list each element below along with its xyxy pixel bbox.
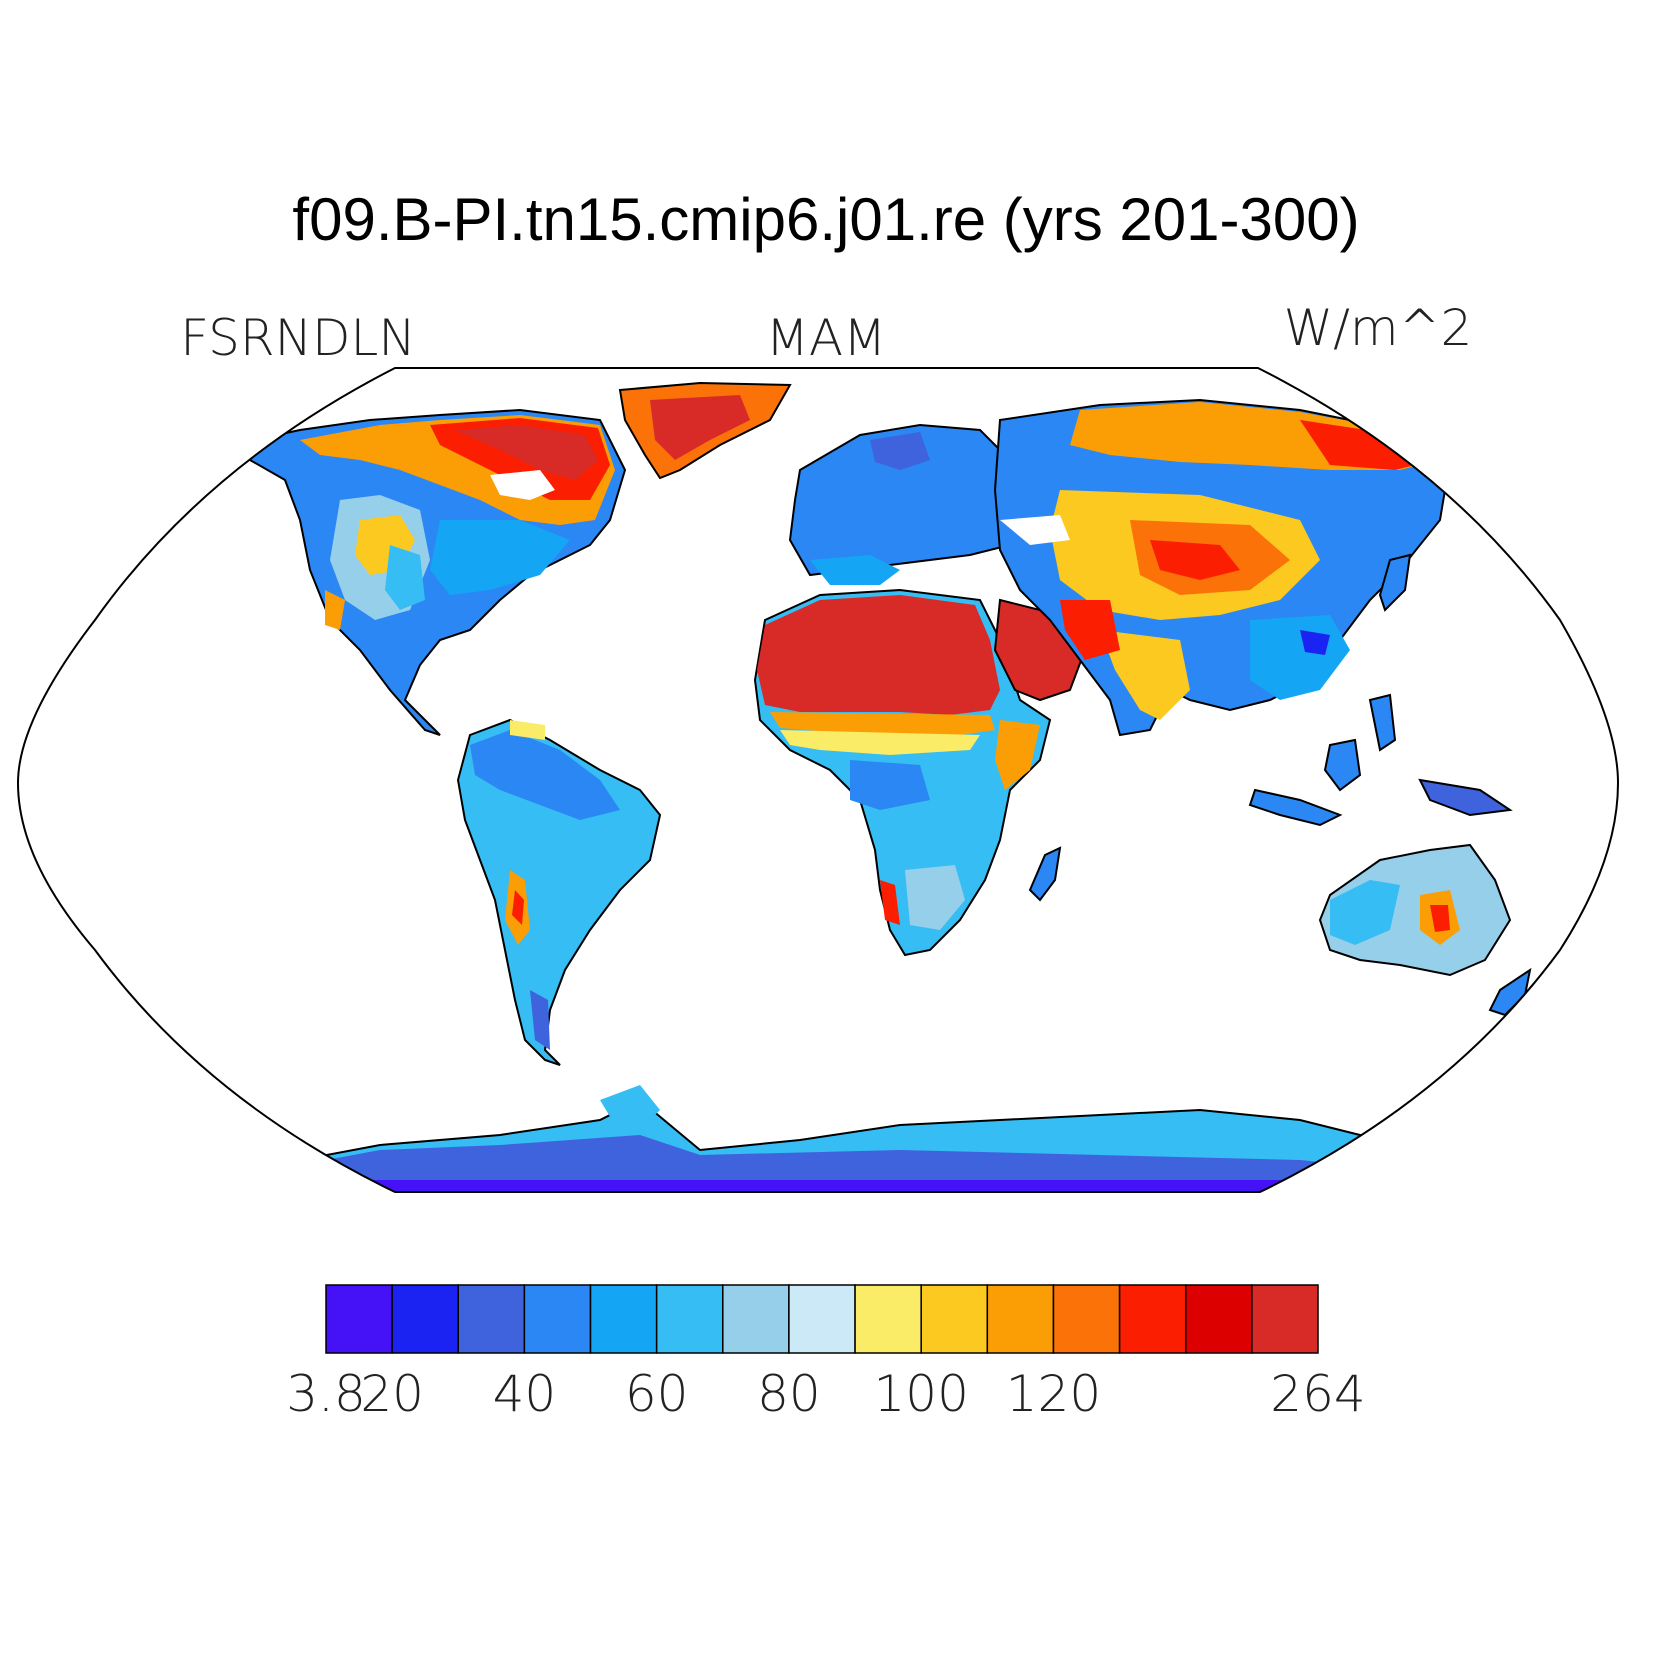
colorbar-swatch (589, 1284, 658, 1354)
colorbar-tick-label: 60 (625, 1365, 689, 1423)
colorbar-tick-label: 80 (757, 1365, 821, 1423)
units-label: W/m^2 (1284, 299, 1473, 357)
australia (1318, 843, 1512, 977)
colorbar-tick-label: 20 (360, 1365, 424, 1423)
colorbar: 3.820 40 60 80 100 120 264 (286, 1284, 1366, 1423)
colorbar-swatch (325, 1284, 393, 1354)
plot-title: f09.B-PI.tn15.cmip6.j01.re (yrs 201-300) (292, 186, 1359, 253)
asia (993, 398, 1452, 737)
europe (788, 423, 1042, 585)
japan (1378, 553, 1412, 612)
colorbar-swatch (1251, 1284, 1319, 1354)
colorbar-tick-label: 3.8 (286, 1365, 366, 1423)
colorbar-swatch (854, 1284, 922, 1354)
south-america (456, 718, 662, 1066)
colorbar-swatch (722, 1284, 790, 1354)
north-america (227, 408, 627, 736)
colorbar-swatch (986, 1284, 1055, 1354)
colorbar-swatch (523, 1284, 592, 1354)
colorbar-swatch (1184, 1284, 1253, 1354)
map-border (16, 367, 1620, 1193)
colorbar-swatch (457, 1284, 526, 1354)
colorbar-tick-label: 40 (493, 1365, 557, 1423)
colorbar-tick-label: 264 (1270, 1365, 1365, 1423)
colorbar-swatch (655, 1284, 724, 1354)
season-label: MAM (766, 309, 886, 367)
colorbar-swatch (920, 1284, 989, 1354)
antarctica (299, 1085, 1402, 1192)
colorbar-swatch (1118, 1284, 1187, 1354)
africa (753, 588, 1052, 957)
colorbar-swatch (1052, 1284, 1121, 1354)
colorbar-tick-label: 120 (1006, 1365, 1101, 1423)
colorbar-tick-label: 100 (873, 1365, 968, 1423)
colorbar-swatch (391, 1284, 460, 1354)
madagascar (1028, 846, 1062, 902)
variable-label: FSRNDLN (180, 309, 416, 367)
colorbar-swatch (788, 1284, 856, 1354)
maritime-southeast-asia (1248, 693, 1513, 827)
